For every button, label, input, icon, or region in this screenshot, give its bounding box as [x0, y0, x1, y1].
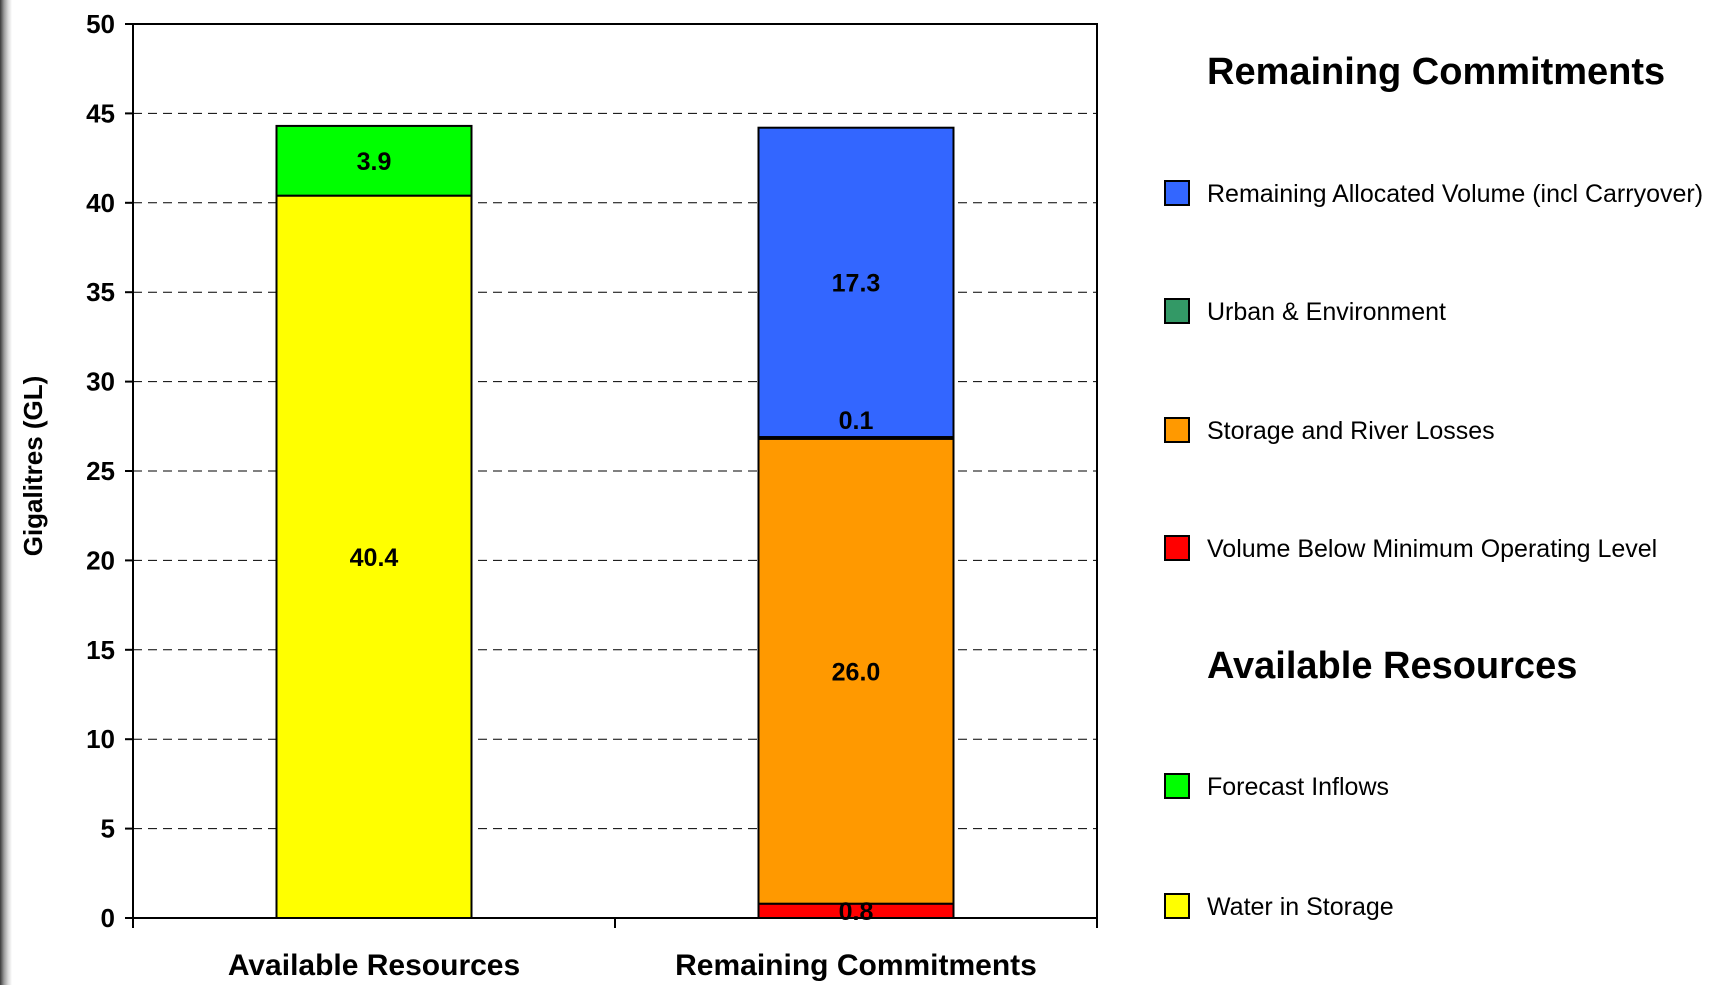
y-tick-label: 45	[86, 98, 115, 128]
y-tick-label: 5	[101, 814, 115, 844]
data-label: 0.8	[839, 898, 874, 926]
y-tick-label: 10	[86, 724, 115, 754]
legend-group-heading: Available Resources	[1207, 645, 1577, 687]
legend-item-label: Forecast Inflows	[1207, 773, 1389, 801]
y-tick-label: 30	[86, 367, 115, 397]
legend-swatch	[1165, 181, 1189, 205]
window-edge	[0, 0, 12, 985]
y-tick-label: 0	[101, 903, 115, 933]
legend: Remaining Commitments Remaining Allocated…	[1165, 51, 1703, 921]
legend-group-heading: Remaining Commitments	[1207, 51, 1665, 93]
data-label: 40.4	[350, 544, 399, 572]
legend-item-label: Water in Storage	[1207, 893, 1394, 921]
legend-item-label: Volume Below Minimum Operating Level	[1207, 535, 1657, 563]
legend-swatch	[1165, 299, 1189, 323]
legend-swatch	[1165, 774, 1189, 798]
y-tick-label: 50	[86, 9, 115, 39]
data-label: 0.1	[839, 407, 874, 435]
y-tick-label: 20	[86, 545, 115, 575]
legend-item-label: Remaining Allocated Volume (incl Carryov…	[1207, 180, 1703, 208]
data-label: 3.9	[357, 148, 392, 176]
data-label: 17.3	[832, 269, 881, 297]
x-category-label: Available Resources	[228, 949, 520, 982]
legend-swatch	[1165, 894, 1189, 918]
y-tick-label: 40	[86, 188, 115, 218]
legend-swatch	[1165, 536, 1189, 560]
legend-item-label: Storage and River Losses	[1207, 417, 1495, 445]
x-category-label: Remaining Commitments	[675, 949, 1037, 982]
data-label: 26.0	[832, 658, 881, 686]
legend-item-label: Urban & Environment	[1207, 298, 1446, 326]
y-tick-label: 25	[86, 456, 115, 486]
legend-swatch	[1165, 418, 1189, 442]
y-axis-title: Gigalitres (GL)	[18, 376, 48, 557]
y-tick-label: 35	[86, 277, 115, 307]
y-tick-label: 15	[86, 635, 115, 665]
